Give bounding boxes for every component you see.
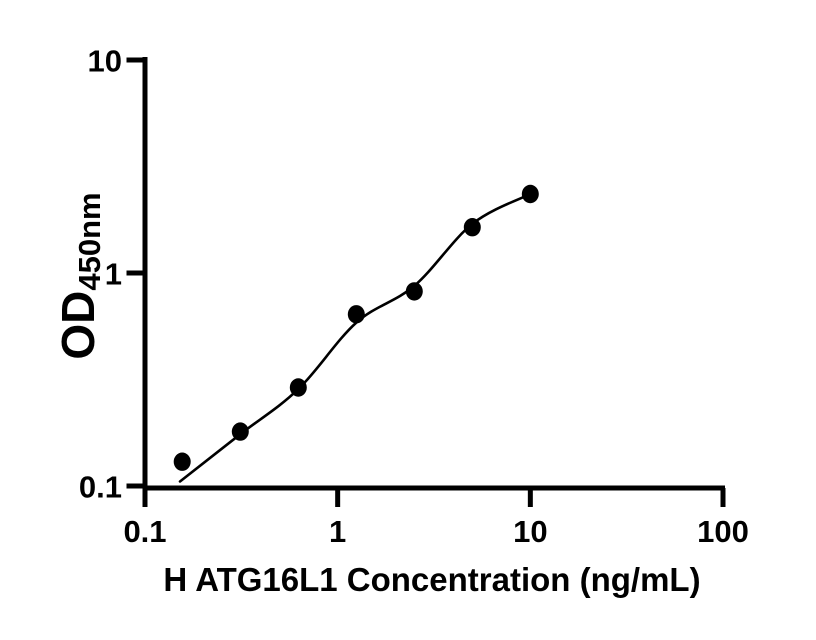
data-point xyxy=(405,282,423,301)
data-point xyxy=(231,422,249,441)
y-tick-label: 1 xyxy=(104,256,122,292)
y-axis-title-main: OD xyxy=(52,290,105,360)
y-axis-title: OD450nm xyxy=(52,192,107,360)
x-tick-label: 10 xyxy=(513,514,548,549)
x-axis-title: H ATG16L1 Concentration (ng/mL) xyxy=(163,561,701,598)
data-point xyxy=(521,184,539,204)
fit-curve xyxy=(178,192,532,483)
data-point xyxy=(347,305,365,324)
y-tick-label: 0.1 xyxy=(78,469,122,505)
x-tick-label: 0.1 xyxy=(123,514,167,549)
y-axis-title-subscript: 450nm xyxy=(71,192,107,291)
x-tick-label: 100 xyxy=(697,514,749,549)
x-tick-label: 1 xyxy=(329,514,347,549)
data-point xyxy=(289,378,307,397)
data-point xyxy=(463,218,481,237)
data-point xyxy=(173,452,191,471)
y-tick-label: 10 xyxy=(87,43,122,79)
